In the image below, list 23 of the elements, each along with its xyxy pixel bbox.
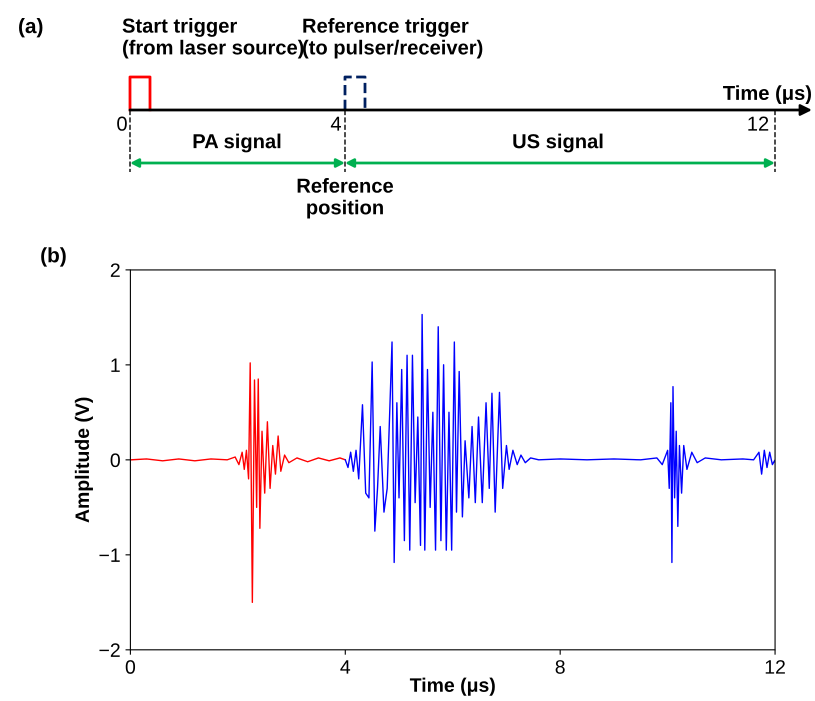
text: 12 (748, 116, 768, 131)
line-series (130, 362, 346, 604)
text: Reference trigger (to pulser/receiver) (303, 18, 482, 59)
text: Time (μs) (723, 85, 811, 104)
line-series (344, 314, 776, 564)
x-tick-label: 12 (766, 660, 785, 674)
chart-title: (b) (41, 247, 66, 267)
y-tick-label: 1 (111, 358, 120, 372)
y-tick-label: 0 (110, 453, 120, 468)
y-tick-label: −2 (99, 643, 120, 657)
text: PA signal (194, 134, 280, 152)
x-axis-title: Time (μs) (410, 678, 495, 696)
text: 4 (330, 116, 342, 131)
y-tick-label: 2 (110, 263, 120, 277)
text: Start trigger (from laser source) (122, 18, 304, 59)
y-axis-title: Amplitude (V) (74, 398, 93, 523)
x-tick-label: 0 (126, 660, 136, 674)
text: US signal (513, 134, 602, 152)
text: (a) (19, 18, 42, 38)
x-tick-label: 8 (556, 660, 565, 674)
text: Reference position (298, 178, 394, 218)
y-tick-label: −1 (99, 548, 120, 562)
x-tick-label: 4 (340, 660, 350, 674)
